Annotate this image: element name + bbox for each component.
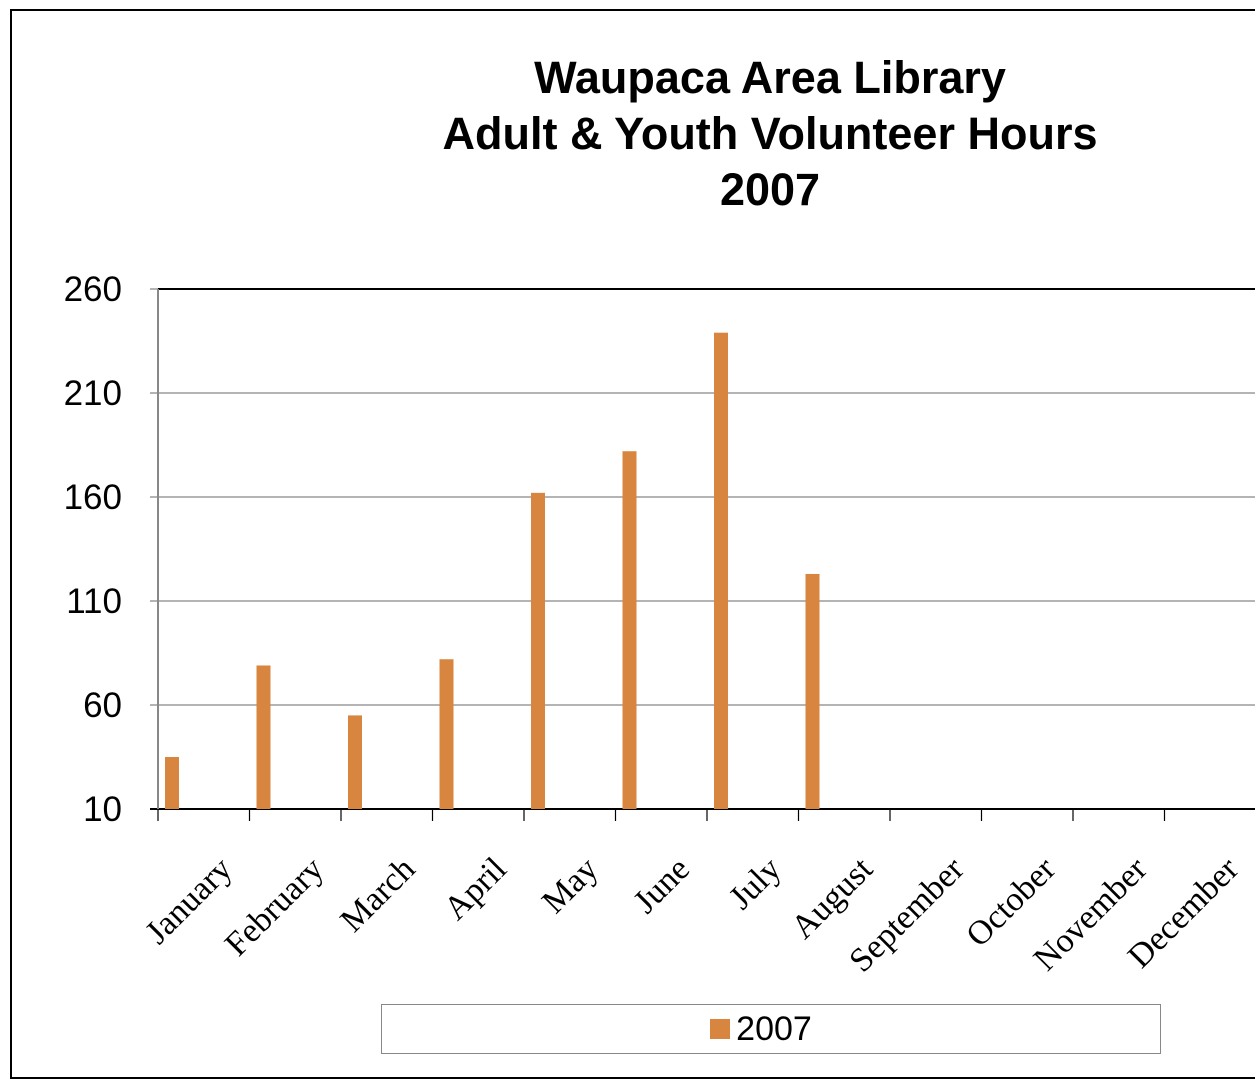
y-tick-label: 60	[83, 686, 122, 725]
x-category-label: April	[437, 850, 514, 927]
legend-swatch	[710, 1019, 731, 1039]
x-category-label: May	[535, 850, 605, 920]
chart-title: Waupaca Area Library Adult & Youth Volun…	[300, 50, 1240, 218]
chart-title-line-1: Waupaca Area Library	[534, 52, 1006, 103]
bar	[165, 757, 179, 809]
chart-title-line-3: 2007	[719, 164, 821, 215]
bar	[714, 332, 728, 809]
legend-label: 2007	[736, 1009, 812, 1048]
chart-title-line-2: Adult & Youth Volunteer Hours	[442, 108, 1098, 159]
bar	[622, 451, 637, 809]
bar	[439, 659, 454, 809]
y-tick-label: 260	[64, 270, 122, 309]
y-tick-label: 110	[66, 582, 122, 621]
bar	[348, 715, 362, 809]
x-category-label: July	[722, 850, 788, 916]
bar	[531, 492, 545, 809]
y-tick-label: 10	[83, 790, 122, 829]
x-category-label: June	[627, 850, 697, 920]
bar	[256, 665, 271, 809]
bar	[805, 573, 820, 809]
legend: 2007	[381, 1004, 1161, 1054]
x-category-label: March	[333, 850, 422, 939]
x-category-label: February	[218, 850, 331, 963]
y-tick-label: 160	[64, 478, 122, 517]
y-tick-label: 210	[64, 374, 122, 413]
